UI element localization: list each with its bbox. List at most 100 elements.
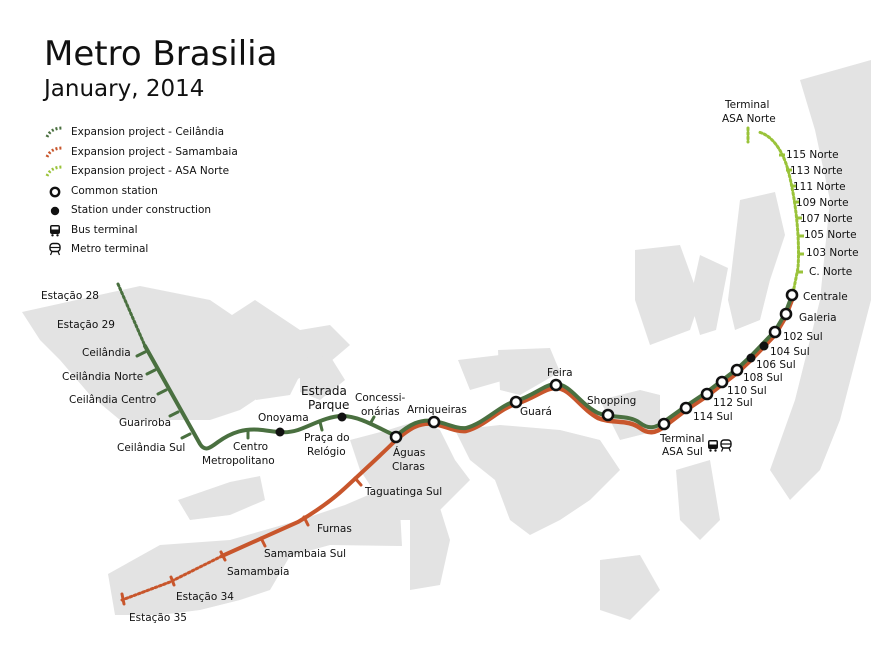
district-block-j [728,192,785,330]
label-taguatinga-sul: Taguatinga Sul [364,486,442,498]
station-centrale[interactable] [785,288,799,302]
district-block-f [410,508,450,590]
station-108-sul[interactable] [746,353,756,363]
label-estacao35: Estação 35 [129,612,187,624]
construction-stations [275,341,769,437]
label-estacao28: Estação 28 [41,290,99,302]
station-shopping[interactable] [601,408,615,422]
tick-guariroba [168,410,180,418]
station-110-sul[interactable] [715,375,729,389]
label-samambaia: Samambaia [227,566,289,578]
station-112-sul[interactable] [700,387,714,401]
district-block-e [498,348,560,395]
tick-concessionarias [368,415,376,426]
label-centro-l2: Metropolitano [202,455,275,467]
tick-ceilandia-sul [180,432,192,440]
district-block-b [240,352,300,400]
label-shopping: Shopping [587,395,636,407]
district-areas [22,60,871,620]
station-onoyama[interactable] [275,427,285,437]
label-115-norte: 115 Norte [786,149,839,161]
district-block-c [300,356,345,400]
station-114-sul[interactable] [679,401,693,415]
bus-icon [50,224,60,236]
label-108-sul: 108 Sul [743,372,783,384]
label-102-sul: 102 Sul [783,331,823,343]
district-block-h [635,245,700,345]
label-estrada-l2: Parque [308,398,349,412]
metro-icon [49,242,61,256]
label-110-sul: 110 Sul [727,385,767,397]
label-estacao34: Estação 34 [176,591,234,603]
tick-estacao35-a [120,592,126,606]
station-104-sul[interactable] [759,341,769,351]
label-concess-l2: onárias [361,406,400,418]
legend-label: Expansion project - Ceilândia [71,126,225,138]
station-106-sul[interactable] [730,363,744,377]
label-114-sul: 114 Sul [693,411,733,423]
label-aguas-l2: Claras [392,461,425,473]
label-terminal-norte-l2: ASA Norte [722,113,776,125]
station-terminal-asa-sul[interactable] [657,417,671,431]
station-arniqueiras[interactable] [427,415,441,429]
dotted-line-asa-norte-icon [45,165,64,177]
station-galeria[interactable] [779,307,793,321]
asa-norte-expansion [756,130,800,295]
label-105-norte: 105 Norte [804,229,857,241]
district-block-d [458,355,505,390]
tick-ceilandia-norte [145,368,157,376]
legend-label: Metro terminal [71,243,149,255]
label-109-norte: 109 Norte [796,197,849,209]
label-aguas-l1: Águas [393,446,425,459]
tick-estacao34 [169,575,176,587]
samambaia-expansion [120,554,224,602]
samambaia-branch [120,438,398,606]
label-112-sul: 112 Sul [713,397,753,409]
tick-samambaia [219,550,227,562]
tick-ceilandia-centro [156,388,168,396]
station-estrada-parque[interactable] [337,412,347,422]
district-block-a [178,476,265,520]
station-feira[interactable] [549,378,563,392]
legend-label: Bus terminal [71,223,138,236]
legend-label: Expansion project - ASA Norte [71,165,230,177]
label-arniqueiras: Arniqueiras [407,404,467,416]
label-ceilandia-centro: Ceilândia Centro [69,394,156,406]
label-centrale: Centrale [803,291,848,303]
station-aguas-claras[interactable] [389,430,403,444]
district-block-l [600,555,660,620]
ceilandia-expansion [116,282,147,348]
district-guara [455,425,620,535]
label-ceilandia-sul: Ceilândia Sul [117,442,185,454]
dot-icon [50,206,60,216]
label-concess-l1: Concessi- [355,392,406,404]
label-ceilandia: Ceilândia [82,347,131,359]
tick-samambaia-sul [259,536,267,548]
ring-icon [49,186,61,197]
district-samambaia [108,490,402,615]
district-block-k [676,460,720,540]
bus-icon [708,440,718,452]
station-guara[interactable] [509,395,523,409]
tick-praca-relogio [318,420,324,432]
dotted-line-ceilandia-icon [45,126,64,138]
legend-label: Station under construction [71,204,212,216]
label-ceilandia-norte: Ceilândia Norte [62,371,143,383]
page-title: Metro Brasilia [44,34,278,74]
label-111-norte: 111 Norte [793,181,846,193]
label-106-sul: 106 Sul [756,359,796,371]
label-104-sul: 104 Sul [770,346,810,358]
label-praca-l1: Praça do [304,432,350,444]
label-feira: Feira [547,367,573,379]
district-block-i [690,255,728,335]
legend-label: Expansion project - Samambaia [71,145,238,158]
label-praca-l2: Relógio [307,446,346,458]
label-103-norte: 103 Norte [806,247,859,259]
station-102-sul[interactable] [768,325,782,339]
district-plano-piloto [770,60,871,500]
label-113-norte: 113 Norte [790,165,843,177]
label-107-norte: 107 Norte [800,213,853,225]
tick-ceilandia [135,350,147,358]
label-samambaia-sul: Samambaia Sul [264,548,346,560]
